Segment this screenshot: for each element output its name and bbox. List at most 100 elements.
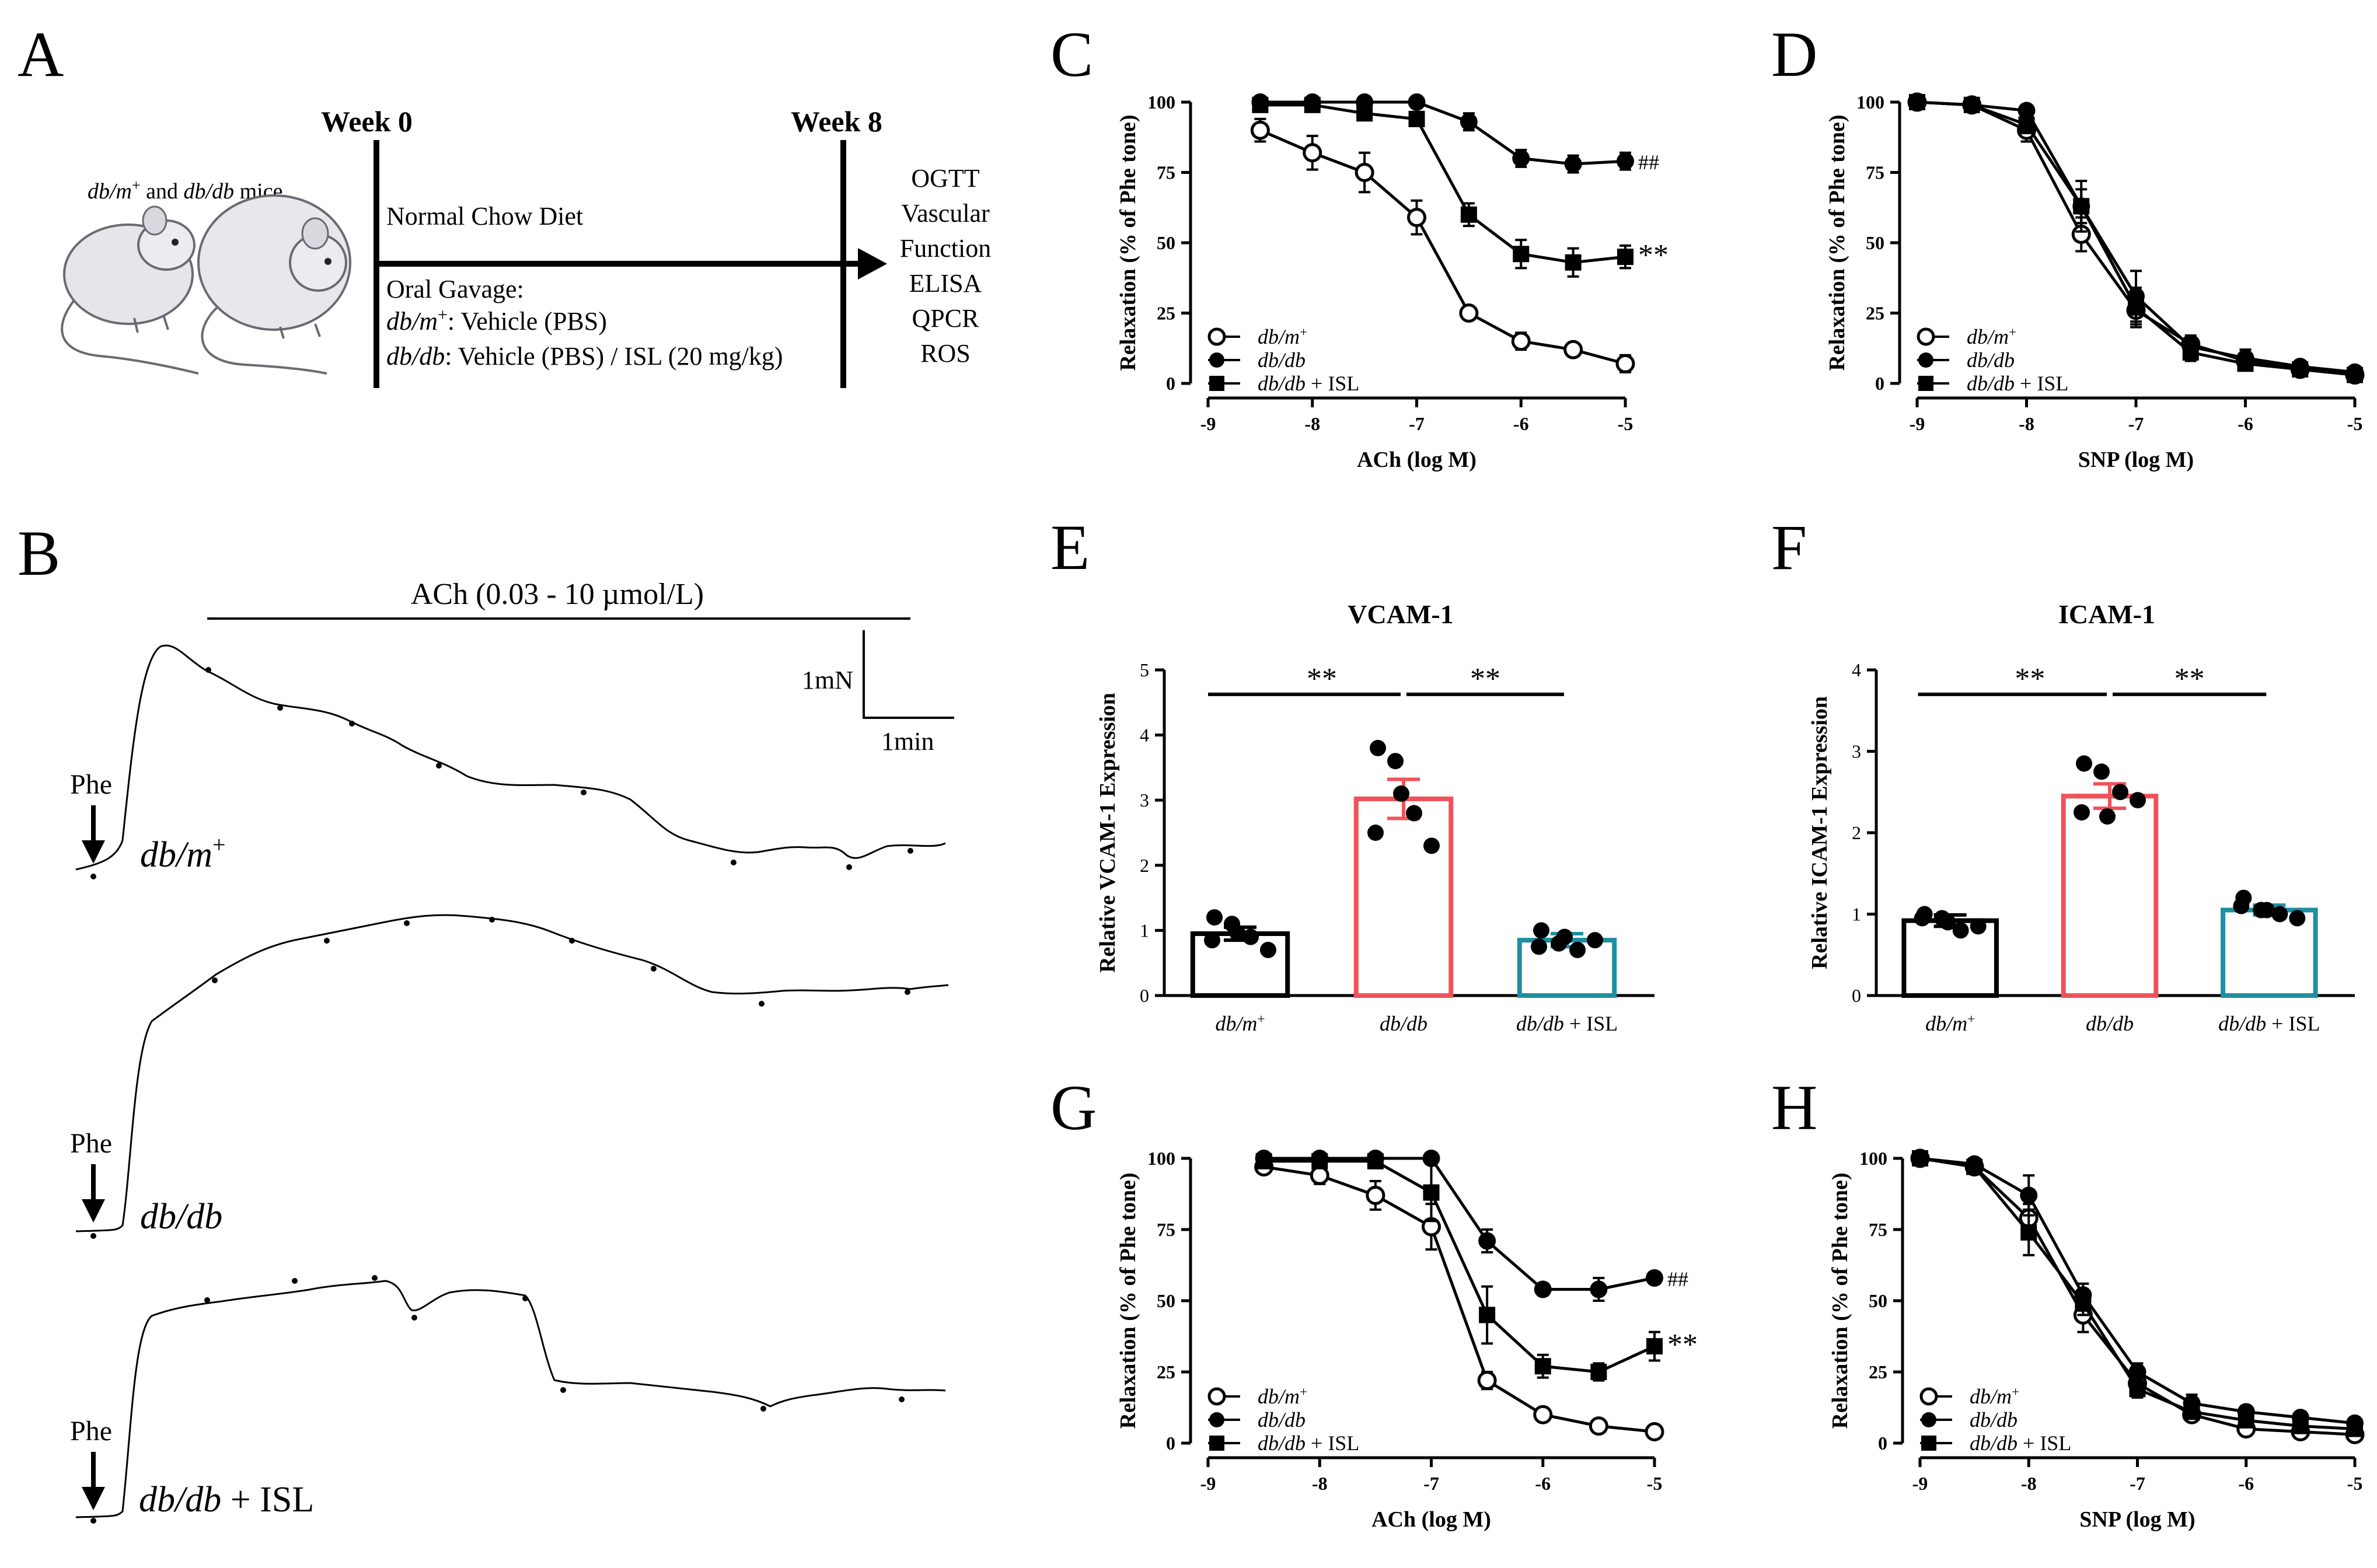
x-tick-label: -8 [2021,1473,2037,1494]
data-point-filled-circle [2128,1363,2146,1381]
gavage-label: Oral Gavage: [386,275,524,303]
x-tick-label: -9 [1200,413,1216,434]
x-axis-label: ACh (log M) [1357,448,1477,472]
series-2 [1909,94,2363,383]
legend-entry: db/db [1208,1408,1306,1431]
gavage-line2: db/db: Vehicle (PBS) / ISL (20 mg/kg) [386,342,783,371]
panel-a: A db/m+ and db/db mice Week 0 Week [18,19,991,388]
data-point [1206,909,1223,926]
category-label-italic: db/db [2086,1012,2134,1035]
x-tick-label: -9 [1910,413,1925,434]
data-point-open-circle [1355,163,1374,182]
data-point [2233,898,2250,914]
legend-label-sup: + [1300,1384,1307,1399]
legend-marker [1209,352,1224,368]
data-point-filled-square [2018,116,2035,133]
legend-entry: db/db + ISL [1208,1431,1359,1455]
legend-label-italic: db/m [1258,1385,1300,1408]
outcome-item: ROS [920,339,971,368]
data-point [2076,755,2092,772]
data-point-filled-square [1311,1153,1328,1169]
data-point [2271,906,2288,923]
y-tick-label: 75 [1157,162,1175,183]
data-point-filled-square [1963,96,1980,113]
chart-title: VCAM-1 [1348,599,1453,629]
phe-label: Phe [70,1416,112,1447]
data-point-filled-square [2292,361,2309,378]
category-label-sup: + [1257,1011,1265,1026]
trace-dbdb-isl: Phe db/db + ISL [70,1275,946,1524]
data-point [1367,825,1384,841]
data-point-open-circle [1459,303,1479,323]
category-label: db/m+ [1925,1011,1975,1035]
legend-marker [1209,1412,1224,1427]
legend-label-italic: db/m [1967,325,2009,348]
legend-label: db/m+ [1258,1384,1307,1408]
data-point-filled-square [1367,1153,1384,1169]
data-point [2289,910,2306,927]
x-tick-label: -5 [1647,1473,1663,1494]
series-2 [1252,96,1633,278]
data-point-open-circle [1533,1405,1553,1424]
trace-label-dbdb-isl: db/db + ISL [139,1480,314,1520]
data-point-filled-square [2238,1412,2254,1429]
data-point-filled-square [2020,1224,2037,1241]
y-tick-label: 4 [1852,659,1861,680]
legend-marker [1919,1387,1938,1406]
y-axis-label: Relaxation (% of Phe tone) [1116,1172,1140,1429]
data-point-filled-square [1966,1158,1983,1175]
category-label-italic: db/db [1380,1012,1427,1035]
y-tick-label: 0 [1166,1433,1175,1454]
outcome-item: Vascular [901,199,990,228]
data-point [1533,922,1549,939]
x-tick-label: -5 [2347,1473,2363,1494]
legend-label: db/db + ISL [1970,1431,2071,1455]
data-point-open-circle [1563,340,1583,359]
significance-annotation: ## [1638,151,1659,174]
chart-f-icam1-bars: 0 1 2 3 4 ICAM-1 Relative ICAM-1 Expression db/… [1807,599,2355,1035]
data-point [1204,932,1220,949]
legend-entry: db/db + ISL [1920,1431,2071,1455]
legend-label-italic: db/m [1258,325,1300,348]
data-point-open-circle [1615,354,1635,373]
y-tick-label: 75 [1866,162,1884,183]
legend-label-italic: db/db [1258,372,1306,395]
y-tick-label: 1 [1852,904,1861,925]
y-axis-label: Relative VCAM-1 Expression [1095,693,1120,973]
chart-c-ach-relaxation: 0 25 50 75 100 -9 -8 -7 -6 -5 ACh (log M) Relaxatio… [1116,92,1669,472]
series-2 [1255,1153,1663,1382]
data-point-open-circle [1477,1371,1497,1391]
trace-label-dbm: db/m+ [140,832,226,875]
y-tick-label: 50 [1866,232,1884,253]
significance-annotation: ** [1667,1328,1698,1361]
panel-b: B ACh (0.03 - 10 µmol/L) 1mN 1min Phe db… [18,518,954,1524]
legend-label: db/db + ISL [1258,1431,1359,1455]
series-line [1263,1165,1655,1433]
y-axis-label: Relaxation (% of Phe tone) [1828,1172,1852,1429]
x-tick-label: -6 [2238,1473,2254,1494]
data-point-filled-square [1423,1184,1440,1201]
y-tick-label: 4 [1140,725,1149,746]
data-point-open-circle [1366,1185,1385,1205]
x-tick-label: -7 [2130,1473,2145,1494]
legend-marker [1921,1412,1936,1427]
data-point [1423,837,1440,854]
legend-label-italic: db/m [1970,1385,2012,1408]
data-point [2074,804,2090,821]
legend-marker [1921,1436,1936,1451]
data-point-filled-square [2129,1381,2146,1398]
significance-annotation: ** [1638,239,1669,272]
y-tick-label: 25 [1157,1361,1175,1382]
data-point-filled-square [1513,246,1530,263]
mouse-illustration-small [61,205,199,375]
data-point-filled-square [1460,206,1477,223]
data-point-filled-square [1590,1364,1607,1380]
data-point-filled-square [2183,1403,2200,1420]
data-point-filled-square [1252,96,1269,113]
legend-label: db/db [1970,1408,2018,1431]
data-point [2130,792,2146,809]
data-point-open-circle [1250,120,1270,140]
category-label-rest: + ISL [1564,1012,1618,1035]
data-point-filled-circle [1512,149,1530,167]
data-point [1242,928,1259,945]
